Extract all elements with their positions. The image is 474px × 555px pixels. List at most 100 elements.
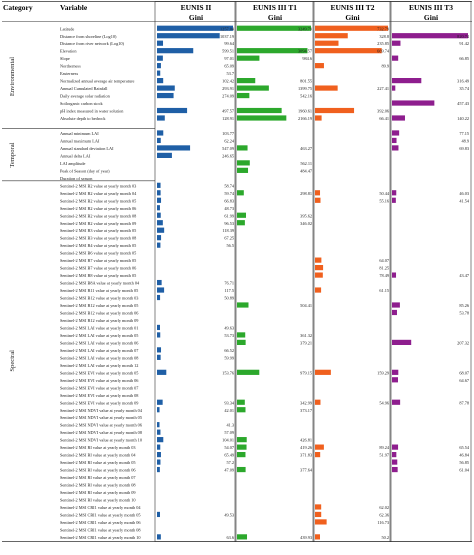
variable-label: Absolute depth to bedrock — [60, 116, 106, 121]
bar — [392, 115, 405, 121]
data-label: 128.91 — [222, 116, 234, 121]
data-label: 159.29 — [377, 370, 389, 375]
bar — [157, 130, 164, 136]
bar — [157, 85, 175, 91]
data-label: 50.2 — [381, 535, 389, 540]
data-label: 53.73 — [224, 333, 234, 338]
bar — [157, 70, 161, 76]
variable-label: Sentinel-2 MSI B2 value at yearly month … — [60, 213, 136, 218]
variable-label: Distance from shoreline (Log10) — [60, 34, 117, 39]
data-label: 116.73 — [377, 520, 389, 525]
bar — [157, 25, 233, 31]
variable-label: Sentinel-2 MSI B2 value at yearly month … — [60, 221, 136, 226]
variable-label: Sentinel-2 MSI NDVI value at yearly mont… — [60, 408, 143, 413]
data-label: 547.09 — [222, 146, 234, 151]
variable-label: Sentinel-2 MSI EVI value at yearly month… — [60, 378, 139, 383]
data-label: 361.32 — [300, 333, 312, 338]
data-label: 50.44 — [379, 191, 390, 196]
variable-label: Sentinel-2 MSI B7 value at yearly month … — [60, 258, 136, 263]
data-label: 457.43 — [457, 101, 469, 106]
data-label: 246.65 — [222, 153, 234, 158]
gini-subheader: Gini — [268, 13, 282, 22]
row-labels: Latitude Distance from shoreline (Log10) D… — [60, 26, 143, 540]
bar — [157, 354, 161, 360]
data-label: 76.71 — [224, 281, 234, 286]
data-label: 377.64 — [300, 468, 313, 473]
variable-label: Sentinel-2 MSI EVI value at yearly month… — [60, 370, 138, 375]
data-label: 66.85 — [459, 56, 469, 61]
bar — [237, 444, 247, 450]
data-label: 484.47 — [300, 168, 313, 173]
bar — [157, 407, 160, 413]
data-label: 732.79 — [377, 26, 389, 31]
data-label: 63.6 — [226, 535, 234, 540]
data-label: 66.83 — [224, 198, 234, 203]
data-label: 54.07 — [224, 445, 235, 450]
bar — [237, 78, 256, 84]
category-label: Spectral — [9, 350, 16, 372]
variable-label: Sentinel-2 MSI RI value at yearly month … — [60, 460, 136, 465]
bar — [392, 339, 412, 345]
bar — [315, 265, 324, 271]
data-label: 67.25 — [224, 236, 234, 241]
data-label: 93.34 — [224, 400, 235, 405]
data-label: 104.01 — [222, 438, 234, 443]
data-label: 41.3 — [226, 423, 234, 428]
column-frame — [389, 1, 472, 542]
bar — [315, 197, 321, 203]
data-label: 1960.61 — [298, 109, 312, 114]
variable-label: Sentinel-2 MSI LAI value at yearly month… — [60, 325, 138, 330]
column-frame — [154, 1, 237, 542]
bar — [315, 511, 322, 518]
data-label: 68.07 — [459, 370, 470, 375]
bar — [157, 227, 165, 233]
data-label: 103.77 — [222, 131, 235, 136]
data-label: 316.49 — [457, 79, 469, 84]
data-label: 91.42 — [459, 41, 469, 46]
bar — [392, 55, 399, 61]
variable-label: Sentinel-2 MSI B3 value at yearly month … — [60, 236, 136, 241]
data-label: 54.96 — [379, 400, 390, 405]
variable-label: Sentinel-2 MSI B12 value at yearly month… — [60, 311, 139, 316]
bar — [157, 197, 162, 203]
variable-label: Sentinel-2 MSI B12 value at yearly month… — [60, 296, 138, 301]
variable-label: Sentinel-2 MSI B12 value at yearly month… — [60, 318, 138, 323]
variable-label: Sentinel-2 MSI EVI value at yearly month… — [60, 385, 139, 390]
data-label: 53.7 — [226, 71, 234, 76]
data-label: 99.64 — [224, 41, 235, 46]
data-label: 140.22 — [457, 116, 469, 121]
variable-label: Sentinel-2 MSI LAI value at yearly month… — [60, 355, 138, 360]
bar — [315, 504, 322, 510]
data-label: 66.41 — [379, 116, 389, 121]
bar — [237, 190, 244, 196]
column-frame — [234, 1, 315, 542]
variable-label: Sentinel-2 MSI RI value at yearly month … — [60, 490, 136, 495]
data-label: 89.9 — [381, 64, 389, 69]
data-label: 2166.19 — [298, 116, 312, 121]
variable-label: Peak of Season (day of year) — [60, 168, 110, 173]
bar — [157, 399, 163, 405]
variable-label: Sentinel-2 MSI B6 value at yearly month … — [60, 251, 136, 256]
bar — [315, 107, 355, 114]
variable-label: Sentinel-2 MSI LAI value at yearly month… — [60, 333, 138, 338]
bar — [315, 48, 382, 54]
bar — [157, 444, 161, 450]
bar — [237, 85, 269, 91]
data-label: 984.6 — [302, 56, 313, 61]
bar — [157, 115, 165, 121]
data-label: 395.62 — [300, 213, 312, 218]
bar — [157, 437, 164, 443]
bar — [392, 78, 422, 84]
variable-label: Sentinel-2 MSI B12 value at yearly month… — [60, 303, 138, 308]
data-label: 1257.04 — [220, 26, 235, 31]
bar — [392, 369, 399, 375]
bar — [392, 377, 398, 383]
data-label: 102.42 — [222, 79, 234, 84]
data-label: 227.41 — [377, 86, 389, 91]
bar — [237, 160, 250, 166]
data-label: 77.15 — [459, 131, 469, 136]
variable-label: Sentinel-2 MSI B2 value at yearly month … — [60, 198, 136, 203]
